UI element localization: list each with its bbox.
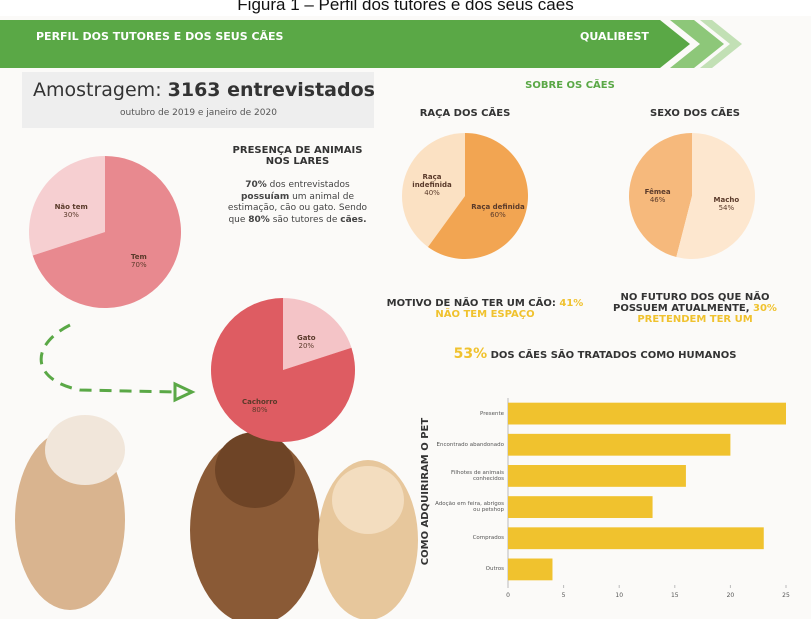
pie-label: Gato bbox=[276, 324, 336, 342]
x-tick-label: 0 bbox=[506, 592, 510, 599]
sample-label: Amostragem: bbox=[33, 79, 162, 101]
bar bbox=[508, 403, 786, 425]
y-axis-label: COMO ADQUIRIRAM O PET bbox=[420, 418, 431, 566]
infographic: Não tem30%Tem70%Gato20%Cachorro80%Raça i… bbox=[0, 0, 811, 619]
pie-label-box: Raça indefinida bbox=[402, 171, 462, 189]
pie-value-label-box: 54% bbox=[696, 204, 756, 216]
y-tick-label-box: Encontrado abandonado bbox=[430, 433, 504, 457]
x-tick-label: 15 bbox=[671, 592, 679, 599]
pie-value-label: 30% bbox=[41, 211, 101, 219]
sample-count: 3163 entrevistados bbox=[168, 79, 375, 101]
presence-text-part: cães. bbox=[340, 215, 366, 225]
human-text: DOS CÃES SÃO TRATADOS COMO HUMANOS bbox=[491, 350, 737, 361]
y-tick-label-box: Comprados bbox=[430, 526, 504, 550]
pie-label-box: Gato bbox=[276, 324, 336, 342]
y-tick-label-box: Filhotes de animais conhecidos bbox=[430, 464, 504, 488]
sample: Amostragem: 3163 entrevistados bbox=[33, 79, 375, 101]
brand: QUALIBEST bbox=[580, 30, 649, 43]
pie-label: Raça indefinida bbox=[402, 171, 462, 189]
pie-value-label-box: 30% bbox=[41, 211, 101, 223]
pie-label-box: Raça definida bbox=[468, 193, 528, 211]
pie-label-box: Tem bbox=[109, 243, 169, 261]
y-tick-label: Outros bbox=[430, 557, 504, 581]
pie-value-label: 40% bbox=[402, 189, 462, 197]
pie-value-label: 54% bbox=[696, 204, 756, 212]
pie-label: Não tem bbox=[41, 193, 101, 211]
y-tick-label: Encontrado abandonado bbox=[430, 433, 504, 457]
breed-title: RAÇA DOS CÃES bbox=[410, 108, 520, 119]
pie-value-label-box: 40% bbox=[402, 189, 462, 201]
pie-label: Macho bbox=[696, 186, 756, 204]
bar bbox=[508, 559, 552, 581]
reason-lead: MOTIVO DE NÃO TER UM CÃO: bbox=[387, 298, 556, 309]
y-tick-label: Comprados bbox=[430, 526, 504, 550]
bar bbox=[508, 496, 653, 518]
pie-value-label: 20% bbox=[276, 342, 336, 350]
presence-title: PRESENÇA DE ANIMAIS NOS LARES bbox=[225, 145, 370, 167]
pie-label-box: Cachorro bbox=[230, 388, 290, 406]
future-lead: NO FUTURO DOS QUE NÃO POSSUEM ATUALMENTE… bbox=[613, 292, 769, 314]
banner bbox=[0, 20, 690, 68]
pie-value-label: 80% bbox=[230, 406, 290, 414]
arrow-head bbox=[175, 384, 192, 400]
pie-label-box: Fêmea bbox=[628, 178, 688, 196]
presence-text-part: são tutores de bbox=[270, 215, 340, 225]
bar bbox=[508, 465, 686, 487]
future: NO FUTURO DOS QUE NÃO POSSUEM ATUALMENTE… bbox=[600, 292, 790, 325]
bar bbox=[508, 527, 764, 549]
y-tick-label-box: Outros bbox=[430, 557, 504, 581]
dogs-heading: SOBRE OS CÃES bbox=[480, 80, 660, 91]
presence-text: 70% dos entrevistados possuíam um animal… bbox=[225, 180, 370, 227]
sex-title: SEXO DOS CÃES bbox=[640, 108, 750, 119]
pie-value-label-box: 46% bbox=[628, 196, 688, 208]
caption: Figura 1 – Perfil dos tutores e dos seus… bbox=[0, 0, 811, 16]
sample-period: outubro de 2019 e janeiro de 2020 bbox=[120, 108, 277, 118]
pie-value-label-box: 70% bbox=[109, 261, 169, 273]
presence-text-part: 80% bbox=[248, 215, 270, 225]
y-tick-label: Filhotes de animais conhecidos bbox=[430, 464, 504, 488]
pie-value-label-box: 60% bbox=[468, 211, 528, 223]
dog-photos bbox=[15, 415, 418, 619]
human-highlight: 53% bbox=[454, 346, 488, 362]
presence-text-part: dos entrevistados bbox=[267, 180, 350, 190]
presence-text-part: possuíam bbox=[241, 192, 289, 202]
reason: MOTIVO DE NÃO TER UM CÃO: 41% NÃO TEM ES… bbox=[385, 298, 585, 320]
pie-label: Fêmea bbox=[628, 178, 688, 196]
human: 53% DOS CÃES SÃO TRATADOS COMO HUMANOS bbox=[430, 346, 760, 362]
pie-value-label: 46% bbox=[628, 196, 688, 204]
x-tick-label: 10 bbox=[615, 592, 623, 599]
pie-value-label-box: 80% bbox=[230, 406, 290, 418]
pie-label-box: Macho bbox=[696, 186, 756, 204]
pie-value-label-box: 20% bbox=[276, 342, 336, 354]
x-tick-label: 5 bbox=[562, 592, 566, 599]
y-tick-label-box: Adoção em feira, abrigos ou petshop bbox=[430, 495, 504, 519]
pie-label-box: Não tem bbox=[41, 193, 101, 211]
presence-text-part: 70% bbox=[245, 180, 267, 190]
bar bbox=[508, 434, 730, 456]
pie-label: Cachorro bbox=[230, 388, 290, 406]
arrow bbox=[41, 325, 175, 392]
banner-title: PERFIL DOS TUTORES E DOS SEUS CÃES bbox=[36, 30, 283, 43]
y-tick-label-box: Presente bbox=[430, 402, 504, 426]
x-tick-label: 20 bbox=[727, 592, 735, 599]
y-tick-label: Presente bbox=[430, 402, 504, 426]
pie-label: Tem bbox=[109, 243, 169, 261]
pie-value-label: 70% bbox=[109, 261, 169, 269]
pie-value-label: 60% bbox=[468, 211, 528, 219]
x-tick-label: 25 bbox=[782, 592, 790, 599]
y-tick-label: Adoção em feira, abrigos ou petshop bbox=[430, 495, 504, 519]
pie-label: Raça definida bbox=[468, 193, 528, 211]
